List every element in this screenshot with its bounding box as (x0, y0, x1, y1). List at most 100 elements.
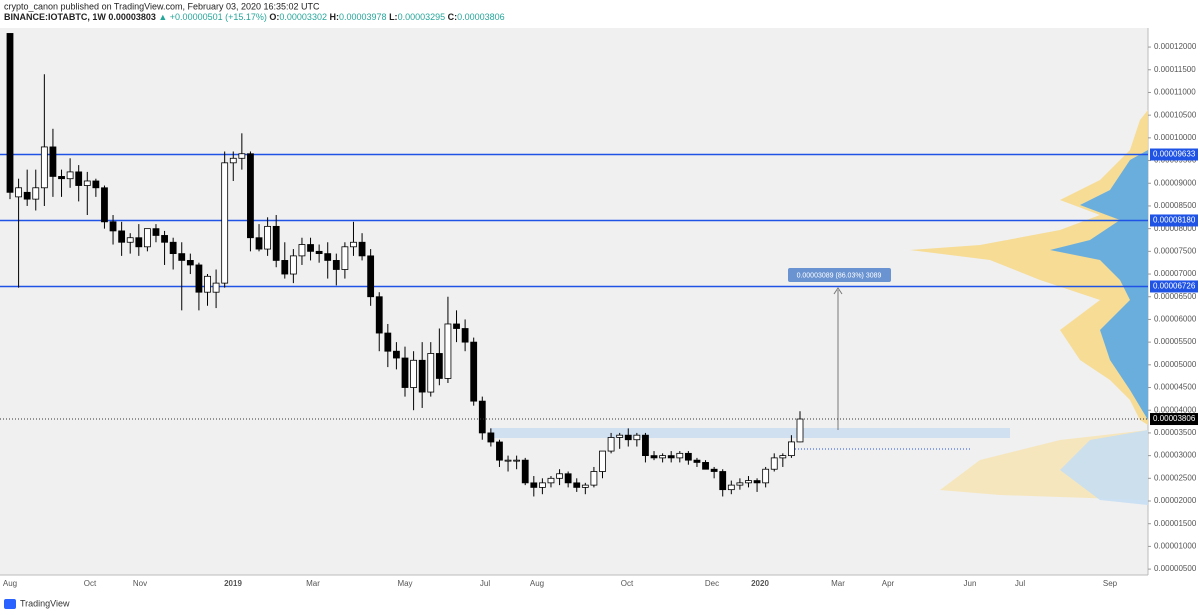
candle-body (684, 452, 692, 461)
measure-arrowhead (833, 287, 843, 295)
volume-profile (910, 110, 1148, 425)
y-tick-label: 0.00010500 (1154, 110, 1197, 119)
candle-body (126, 237, 134, 243)
candle-body (109, 221, 117, 232)
y-tick-label: 0.00007500 (1154, 246, 1197, 255)
x-tick-label: Sep (1103, 579, 1118, 588)
x-tick-label: 2020 (751, 579, 769, 588)
candle-body (624, 434, 632, 441)
y-tick-label: 0.00005000 (1154, 360, 1197, 369)
candle-body (49, 146, 57, 177)
y-tick-label: 0.00012000 (1154, 42, 1197, 51)
candle-body (247, 153, 254, 239)
candle-body (599, 450, 606, 472)
candle-body (58, 176, 65, 180)
candle-body (401, 357, 409, 388)
candle-body (324, 253, 332, 261)
candle-body (642, 434, 649, 457)
logo-icon (4, 599, 16, 609)
ohlc-label: C: (448, 12, 458, 22)
volume-profile (1050, 150, 1148, 420)
candle-body (289, 255, 297, 275)
x-tick-label: Aug (530, 579, 544, 588)
ohlc-label: O: (269, 12, 279, 22)
candle-body (204, 275, 211, 293)
y-tick-label: 0.00009000 (1154, 178, 1197, 187)
candle-body (118, 230, 126, 243)
candle-body (135, 237, 143, 248)
candle-body (719, 471, 727, 491)
candle-body (264, 225, 272, 250)
candle-body (513, 459, 521, 462)
candle-body (521, 459, 529, 484)
candle-body (581, 484, 589, 488)
candle-body (307, 244, 314, 252)
x-tick-label: Jul (480, 579, 490, 588)
volume-profile (1060, 430, 1148, 505)
level-label: 0.00009633 (1153, 150, 1196, 159)
logo-text: TradingView (20, 598, 70, 608)
candle-body (212, 282, 220, 293)
y-tick-label: 0.00006000 (1154, 315, 1197, 324)
candle-body (350, 241, 357, 248)
candle-body (15, 187, 22, 198)
candle-body (470, 341, 478, 402)
ohlc-value: 0.00003302 (279, 12, 327, 22)
candle-body (23, 191, 31, 200)
candle-body (556, 473, 563, 479)
candle-body (143, 228, 151, 248)
y-tick-label: 0.00011500 (1154, 65, 1196, 74)
candle-body (341, 246, 349, 270)
ohlc-value: 0.00003295 (398, 12, 446, 22)
candle-body (770, 457, 778, 470)
candle-body (633, 434, 641, 441)
candle-body (530, 482, 538, 488)
candle-body (538, 482, 546, 488)
candle-body (702, 462, 709, 470)
candle-body (178, 253, 186, 261)
candle-body (410, 359, 417, 388)
candle-body (221, 162, 229, 284)
candle-body (736, 482, 744, 486)
candle-body (161, 235, 168, 243)
candle-body (616, 434, 624, 438)
candle-body (186, 260, 194, 266)
candle-body (590, 471, 598, 486)
level-label: 0.00006726 (1153, 282, 1196, 291)
y-tick-label: 0.00008500 (1154, 201, 1197, 210)
y-tick-label: 0.00006500 (1154, 292, 1197, 301)
symbol-line: BINANCE:IOTABTC, 1W 0.00003803 ▲ +0.0000… (4, 12, 505, 22)
x-tick-label: Jun (964, 579, 977, 588)
candle-body (710, 468, 718, 472)
candle-body (367, 255, 375, 298)
publisher: crypto_canon published on TradingView.co… (4, 1, 320, 11)
ohlc-label: L: (389, 12, 398, 22)
current-price-label: 0.00003806 (1153, 414, 1196, 423)
x-tick-label: Oct (621, 579, 634, 588)
y-tick-label: 0.00008000 (1154, 224, 1197, 233)
x-tick-label: Nov (133, 579, 147, 588)
candle-body (40, 146, 48, 189)
candle-body (83, 180, 91, 186)
y-tick-label: 0.00004500 (1154, 383, 1197, 392)
candle-body (478, 400, 486, 434)
level-label-box (1150, 148, 1198, 161)
price-axis-background (1148, 28, 1200, 575)
candle-body (384, 332, 392, 352)
candle-body (796, 418, 804, 443)
current-price-box (1150, 413, 1198, 426)
x-tick-label: Mar (306, 579, 320, 588)
x-tick-label: 2019 (224, 579, 242, 588)
y-tick-label: 0.00000500 (1154, 564, 1197, 573)
candle-body (152, 228, 160, 236)
support-zone (490, 428, 1010, 438)
y-tick-label: 0.00003500 (1154, 428, 1197, 437)
y-tick-label: 0.00003000 (1154, 451, 1197, 460)
candle-body (75, 171, 83, 186)
candle-body (101, 187, 108, 223)
candle-body (779, 455, 787, 459)
candle-body (564, 473, 572, 484)
candle-body (375, 296, 383, 334)
candle-body (753, 480, 761, 484)
